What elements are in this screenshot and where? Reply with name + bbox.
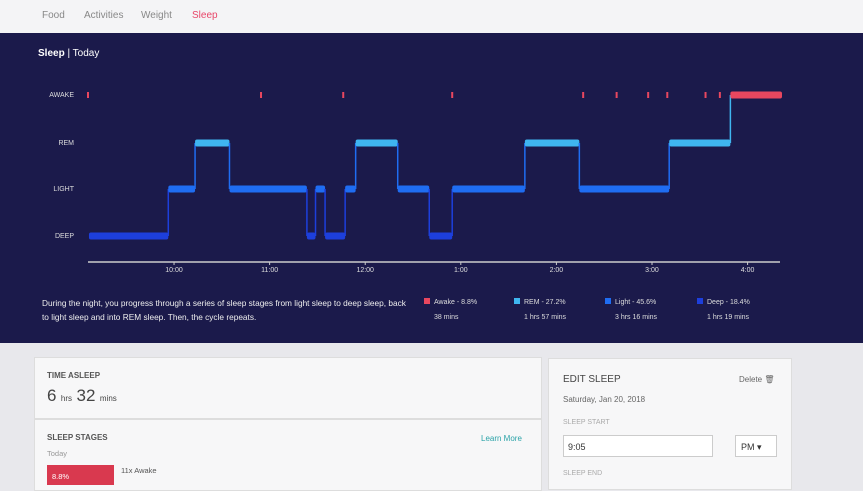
legend-swatch bbox=[605, 298, 611, 304]
nav-tab-active[interactable]: Sleep bbox=[192, 10, 218, 21]
y-category-label: AWAKE bbox=[49, 92, 74, 99]
legend-label: Light - 45.6% bbox=[615, 299, 656, 306]
stage-segment bbox=[315, 185, 326, 193]
y-category-label: LIGHT bbox=[53, 186, 74, 193]
stage-segment bbox=[355, 139, 398, 147]
nav-tab[interactable]: Food bbox=[42, 10, 65, 21]
panel-header: Sleep | Today bbox=[38, 48, 100, 59]
x-tick-label: 11:00 bbox=[261, 267, 278, 274]
legend-swatch bbox=[514, 298, 520, 304]
stage-segment bbox=[88, 232, 169, 240]
minutes-unit: mins bbox=[99, 394, 117, 403]
time-asleep-card: TIME ASLEEP 6 hrs 32 mins bbox=[34, 357, 542, 419]
sleep-stages-card: SLEEP STAGES Today Learn More 8.8% 11x A… bbox=[34, 419, 542, 491]
awake-bar: 8.8% bbox=[47, 465, 114, 485]
ampm-value: PM bbox=[741, 442, 755, 452]
nav-bar: Food Activities Weight Sleep bbox=[0, 0, 863, 33]
stage-segment bbox=[306, 232, 316, 240]
stage-segment bbox=[345, 185, 356, 193]
learn-more-link[interactable]: Learn More bbox=[481, 434, 522, 443]
card-title: TIME ASLEEP bbox=[47, 371, 101, 380]
stage-segment bbox=[730, 91, 782, 99]
field-label: SLEEP START bbox=[563, 419, 610, 426]
x-tick-label: 2:00 bbox=[550, 267, 564, 274]
stage-segment bbox=[579, 185, 670, 193]
y-category-label: REM bbox=[58, 140, 74, 147]
date: Saturday, Jan 20, 2018 bbox=[563, 395, 646, 404]
awake-mark bbox=[647, 92, 650, 98]
legend-label: Deep - 18.4% bbox=[707, 299, 750, 306]
awake-mark bbox=[582, 92, 585, 98]
y-category-label: DEEP bbox=[55, 233, 74, 240]
time-asleep-value: 6 hrs 32 mins bbox=[47, 386, 117, 406]
awake-mark bbox=[87, 92, 89, 98]
stage-segment bbox=[325, 232, 346, 240]
awake-count: 11x Awake bbox=[121, 466, 157, 475]
edit-sleep-card: EDIT SLEEP Delete 🗑 Saturday, Jan 20, 20… bbox=[548, 358, 792, 490]
field-label: SLEEP END bbox=[563, 470, 603, 477]
stage-segment bbox=[669, 139, 731, 147]
awake-mark bbox=[342, 92, 345, 98]
minutes: 32 bbox=[76, 386, 96, 405]
chart: AWAKE REM LIGHT DEEP 10:00 11:00 12:00 1:00 2:00… bbox=[49, 91, 782, 321]
legend-swatch bbox=[424, 298, 430, 304]
delete-label: Delete bbox=[739, 375, 763, 384]
awake-mark bbox=[615, 92, 618, 98]
awake-mark bbox=[666, 92, 669, 98]
stage-segment bbox=[195, 139, 230, 147]
hours-unit: hrs bbox=[60, 394, 73, 403]
card-subtitle: Today bbox=[47, 449, 68, 458]
nav-tab[interactable]: Activities bbox=[84, 10, 124, 21]
stage-segment bbox=[429, 232, 453, 240]
description: During the night, you progress through a… bbox=[42, 298, 406, 322]
stage-segment bbox=[452, 185, 525, 193]
panel-subtitle: Today bbox=[72, 48, 100, 59]
legend-duration: 1 hrs 19 mins bbox=[707, 314, 750, 321]
legend-duration: 38 mins bbox=[434, 314, 459, 321]
awake-mark bbox=[451, 92, 454, 98]
hours: 6 bbox=[47, 386, 57, 405]
legend-duration: 1 hrs 57 mins bbox=[524, 314, 567, 321]
x-tick-label: 1:00 bbox=[454, 267, 468, 274]
x-tick-label: 4:00 bbox=[741, 267, 755, 274]
legend-duration: 3 hrs 16 mins bbox=[615, 314, 658, 321]
card-title: EDIT SLEEP bbox=[563, 374, 621, 385]
delete-button[interactable]: Delete 🗑 bbox=[739, 375, 775, 384]
legend-label: REM - 27.2% bbox=[524, 299, 566, 306]
awake-mark bbox=[718, 92, 721, 98]
x-tick-label: 3:00 bbox=[645, 267, 659, 274]
nav-tab[interactable]: Weight bbox=[141, 10, 172, 21]
card-title: SLEEP STAGES bbox=[47, 433, 108, 442]
legend-label: Awake - 8.8% bbox=[434, 299, 477, 306]
stage-segment bbox=[168, 185, 196, 193]
stage-segment bbox=[229, 185, 307, 193]
panel-title: Sleep bbox=[38, 48, 65, 59]
start-input[interactable]: 9:05 bbox=[563, 435, 713, 457]
ampm-select[interactable]: PM ▾ bbox=[735, 435, 777, 457]
stage-segment bbox=[524, 139, 580, 147]
stage-segment bbox=[397, 185, 430, 193]
sleep-panel: Sleep | Today AWAKE REM LIGHT DEEP 10:00 11:0… bbox=[0, 33, 863, 343]
awake-mark bbox=[704, 92, 707, 98]
x-tick-label: 12:00 bbox=[356, 267, 374, 274]
legend-swatch bbox=[697, 298, 703, 304]
awake-mark bbox=[260, 92, 263, 98]
x-tick-label: 10:00 bbox=[165, 267, 183, 274]
